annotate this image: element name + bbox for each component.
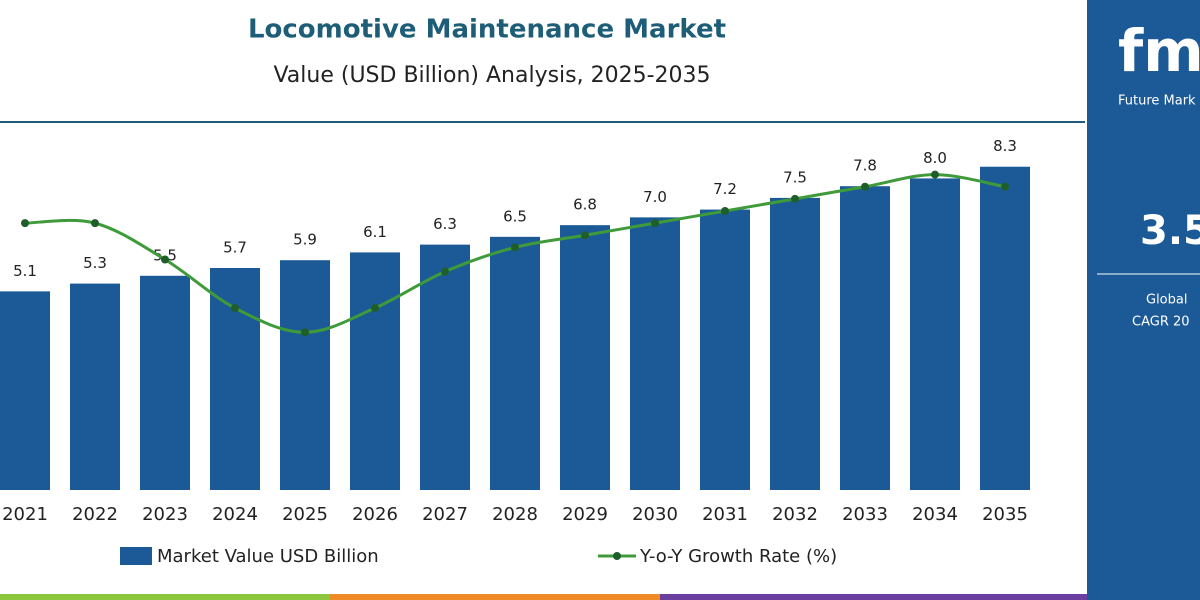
value-label: 8.0 <box>923 149 947 167</box>
value-label: 7.0 <box>643 188 667 206</box>
x-tick-label: 2023 <box>142 504 188 525</box>
bar <box>910 178 960 490</box>
value-label: 5.1 <box>13 262 37 280</box>
line-point <box>301 328 309 337</box>
cagr-label: Global <box>1146 293 1187 308</box>
bar <box>280 260 330 490</box>
line-point <box>1001 182 1009 191</box>
line-point <box>581 231 589 240</box>
bar <box>0 291 50 490</box>
x-tick-label: 2034 <box>912 504 958 525</box>
x-tick-label: 2024 <box>212 504 258 525</box>
chart-subtitle: Value (USD Billion) Analysis, 2025-2035 <box>273 63 710 88</box>
logo: fmi <box>1118 17 1200 85</box>
line-point <box>161 255 169 264</box>
legend-swatch <box>613 552 621 560</box>
line-point <box>371 304 379 313</box>
brand: Future Mark <box>1118 94 1196 109</box>
x-tick-label: 2032 <box>772 504 818 525</box>
cagr-label: CAGR 20 <box>1132 315 1190 330</box>
bar <box>840 186 890 491</box>
stripe <box>0 594 330 600</box>
value-label: 6.8 <box>573 196 597 214</box>
value-label: 6.3 <box>433 215 457 233</box>
line-point <box>791 194 799 203</box>
x-tick-label: 2030 <box>632 504 678 525</box>
bar <box>420 244 470 490</box>
bar <box>490 236 540 490</box>
bar <box>560 225 610 490</box>
x-tick-label: 2035 <box>982 504 1028 525</box>
x-tick-label: 2028 <box>492 504 538 525</box>
bar <box>140 275 190 490</box>
value-label: 8.3 <box>993 137 1017 155</box>
x-tick-label: 2027 <box>422 504 468 525</box>
line-point <box>91 219 99 228</box>
bar <box>70 283 120 490</box>
value-label: 5.7 <box>223 239 247 257</box>
value-label: 7.8 <box>853 157 877 175</box>
stripe <box>660 594 1087 600</box>
cagr-value: 3.5 <box>1140 208 1200 254</box>
bar <box>210 268 260 490</box>
x-tick-label: 2022 <box>72 504 118 525</box>
line-point <box>861 182 869 191</box>
x-tick-label: 2029 <box>562 504 608 525</box>
bar <box>700 209 750 490</box>
value-label: 7.2 <box>713 180 737 198</box>
sidebar <box>1087 0 1200 600</box>
value-label: 5.3 <box>83 254 107 272</box>
x-tick-label: 2033 <box>842 504 888 525</box>
stripe <box>330 594 660 600</box>
x-tick-label: 2031 <box>702 504 748 525</box>
line-point <box>721 206 729 215</box>
bar <box>980 166 1030 490</box>
value-label: 6.5 <box>503 207 527 225</box>
bar <box>350 252 400 490</box>
line-point <box>21 219 29 228</box>
bar <box>770 197 820 491</box>
line-point <box>441 267 449 276</box>
value-label: 7.5 <box>783 168 807 186</box>
legend-swatch <box>120 547 152 565</box>
x-tick-label: 2026 <box>352 504 398 525</box>
line-point <box>511 243 519 252</box>
legend-label: Market Value USD Billion <box>157 546 379 567</box>
bar <box>630 217 680 491</box>
line-point <box>931 170 939 179</box>
chart-title: Locomotive Maintenance Market <box>248 15 726 45</box>
value-label: 5.9 <box>293 231 317 249</box>
x-tick-label: 2025 <box>282 504 328 525</box>
value-label: 5.5 <box>153 246 177 264</box>
x-tick-label: 2021 <box>2 504 48 525</box>
value-label: 6.1 <box>363 223 387 241</box>
legend-label: Y-o-Y Growth Rate (%) <box>639 546 837 567</box>
line-point <box>651 219 659 228</box>
line-point <box>231 304 239 313</box>
